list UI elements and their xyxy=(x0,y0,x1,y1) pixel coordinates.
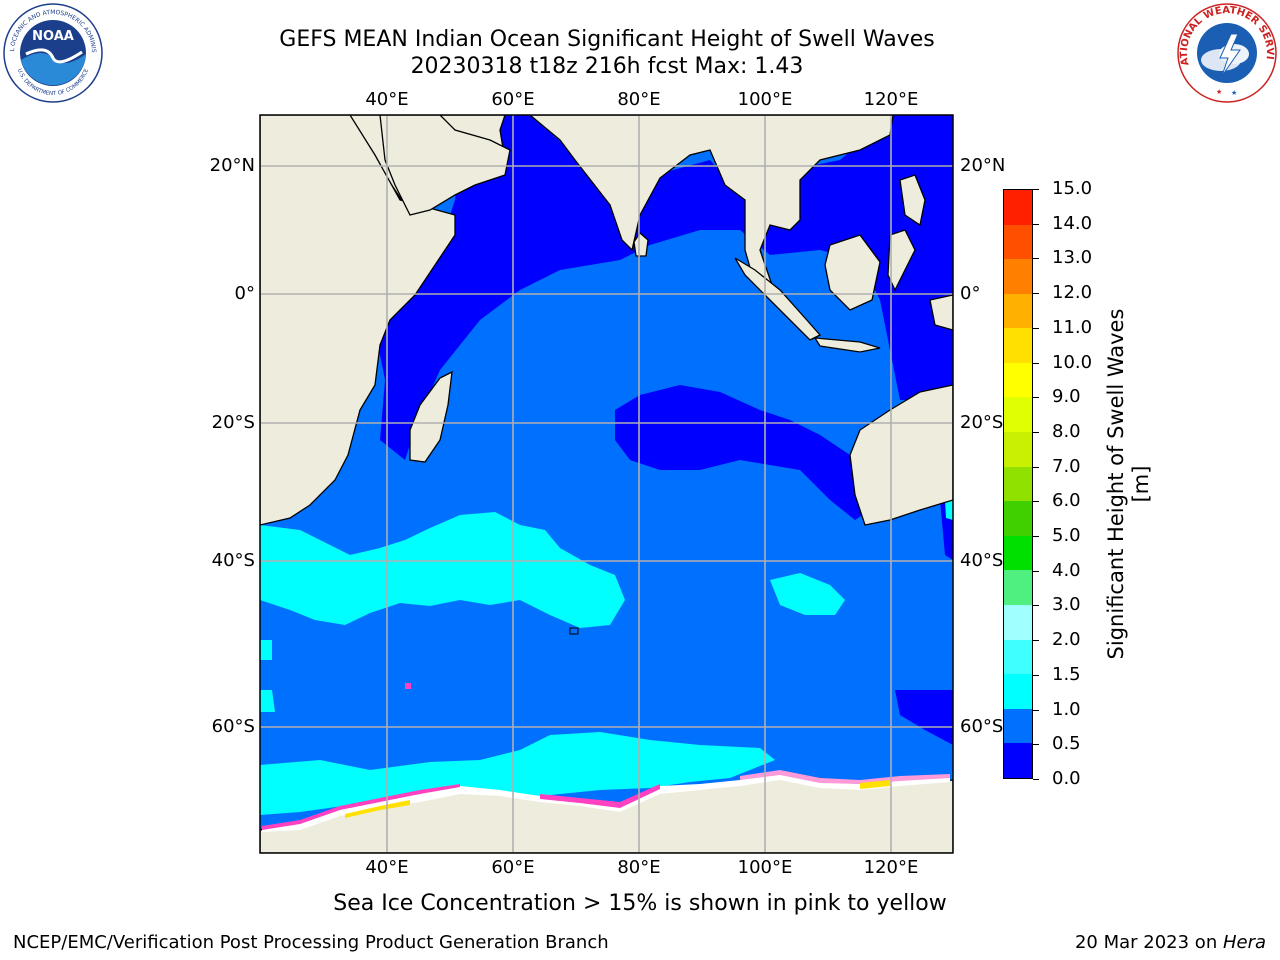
nws-logo: NATIONAL WEATHER SERVICE ★ ★ xyxy=(1176,2,1277,103)
colorbar-tick-mark xyxy=(1033,432,1039,433)
colorbar-segment xyxy=(1004,501,1032,536)
colorbar-segment xyxy=(1004,535,1032,571)
lon-label-top-60e: 60°E xyxy=(491,89,535,110)
colorbar-tick-mark xyxy=(1033,501,1039,502)
colorbar-tick-label: 1.0 xyxy=(1052,698,1081,720)
host-name: Hera xyxy=(1222,932,1266,953)
colorbar-segment xyxy=(1004,432,1032,467)
low-swell-regions xyxy=(375,115,953,745)
colorbar-tick-label: 7.0 xyxy=(1052,455,1081,477)
generation-date: 20 Mar 2023 on Hera xyxy=(1075,932,1266,954)
lat-label-right-0: 0° xyxy=(960,283,981,304)
colorbar-tick-label: 14.0 xyxy=(1052,212,1093,234)
colorbar-tick-label: 13.0 xyxy=(1052,247,1093,269)
colorbar-tick-label: 9.0 xyxy=(1052,386,1081,408)
colorbar-tick-mark xyxy=(1033,536,1039,537)
lat-label-right-20s: 20°S xyxy=(960,412,1004,433)
colorbar-tick-label: 2.0 xyxy=(1052,629,1081,651)
lon-label-top-120e: 120°E xyxy=(863,89,919,110)
noaa-logo: NATIONAL OCEANIC AND ATMOSPHERIC ADMINIS… xyxy=(2,2,103,103)
colorbar xyxy=(1003,189,1033,779)
sea-ice xyxy=(262,627,950,832)
colorbar-segment xyxy=(1004,362,1032,398)
colorbar-segment xyxy=(1004,743,1032,778)
lon-label-bottom-60e: 60°E xyxy=(491,857,535,878)
noaa-center-text: NOAA xyxy=(32,29,74,44)
colorbar-tick-mark xyxy=(1033,571,1039,572)
colorbar-tick-label: 5.0 xyxy=(1052,525,1081,547)
lat-label-right-40s: 40°S xyxy=(960,550,1004,571)
colorbar-tick-label: 1.5 xyxy=(1052,663,1081,685)
graticule xyxy=(260,115,953,853)
colorbar-tick-mark xyxy=(1033,189,1039,190)
producer-credit: NCEP/EMC/Verification Post Processing Pr… xyxy=(13,932,609,953)
lat-label-left-40s: 40°S xyxy=(211,550,255,571)
colorbar-tick-mark xyxy=(1033,293,1039,294)
colorbar-segment xyxy=(1004,328,1032,363)
sea-ice-footnote: Sea Ice Concentration > 15% is shown in … xyxy=(333,891,947,916)
colorbar-tick-label: 10.0 xyxy=(1052,351,1093,373)
lon-label-bottom-100e: 100°E xyxy=(737,857,793,878)
colorbar-tick-label: 0.5 xyxy=(1052,733,1081,755)
colorbar-segment xyxy=(1004,189,1032,225)
colorbar-tick-label: 15.0 xyxy=(1052,178,1093,199)
lat-label-left-20n: 20°N xyxy=(209,155,255,176)
colorbar-segment xyxy=(1004,570,1032,606)
date-text: 20 Mar 2023 on xyxy=(1074,932,1223,953)
lat-label-left-60s: 60°S xyxy=(211,716,255,737)
colorbar-tick-mark xyxy=(1033,328,1039,329)
colorbar-tick-label: 3.0 xyxy=(1052,594,1081,616)
lon-label-top-100e: 100°E xyxy=(737,89,793,110)
colorbar-segment xyxy=(1004,708,1032,744)
colorbar-tick-mark xyxy=(1033,363,1039,364)
lat-label-left-0: 0° xyxy=(234,283,255,304)
colorbar-segment xyxy=(1004,674,1032,709)
lon-label-bottom-120e: 120°E xyxy=(863,857,919,878)
colorbar-tick-mark xyxy=(1033,397,1039,398)
lat-label-right-20n: 20°N xyxy=(960,155,1006,176)
map-frame xyxy=(259,114,954,854)
colorbar-tick-mark xyxy=(1033,640,1039,641)
colorbar-segment xyxy=(1004,259,1032,294)
colorbar-segment xyxy=(1004,397,1032,433)
colorbar-tick-mark xyxy=(1033,675,1039,676)
colorbar-tick-mark xyxy=(1033,258,1039,259)
colorbar-tick-label: 0.0 xyxy=(1052,768,1081,789)
map-title: GEFS MEAN Indian Ocean Significant Heigh… xyxy=(279,27,935,52)
colorbar-tick-label: 8.0 xyxy=(1052,420,1081,442)
colorbar-tick-mark xyxy=(1033,744,1039,745)
lon-label-top-40e: 40°E xyxy=(365,89,409,110)
colorbar-tick-mark xyxy=(1033,605,1039,606)
colorbar-segment xyxy=(1004,293,1032,329)
lon-label-bottom-40e: 40°E xyxy=(365,857,409,878)
lon-label-top-80e: 80°E xyxy=(617,89,661,110)
colorbar-tick-mark xyxy=(1033,779,1039,780)
colorbar-segment xyxy=(1004,224,1032,260)
colorbar-tick-mark xyxy=(1033,224,1039,225)
svg-text:★: ★ xyxy=(1216,88,1222,96)
colorbar-tick-mark xyxy=(1033,710,1039,711)
colorbar-tick-label: 6.0 xyxy=(1052,490,1081,512)
lat-label-right-60s: 60°S xyxy=(960,716,1004,737)
lat-label-left-20s: 20°S xyxy=(211,412,255,433)
colorbar-tick-label: 11.0 xyxy=(1052,316,1093,338)
map-subtitle: 20230318 t18z 216h fcst Max: 1.43 xyxy=(410,54,804,79)
colorbar-segment xyxy=(1004,466,1032,502)
colorbar-tick-label: 4.0 xyxy=(1052,559,1081,581)
colorbar-tick-mark xyxy=(1033,467,1039,468)
lon-label-bottom-80e: 80°E xyxy=(617,857,661,878)
colorbar-tick-label: 12.0 xyxy=(1052,282,1093,304)
higher-swell-regions xyxy=(260,500,953,815)
colorbar-segment xyxy=(1004,639,1032,675)
colorbar-segment xyxy=(1004,605,1032,640)
svg-text:★: ★ xyxy=(1231,89,1237,97)
colorbar-label: Significant Height of Swell Waves [m] xyxy=(1104,308,1153,660)
